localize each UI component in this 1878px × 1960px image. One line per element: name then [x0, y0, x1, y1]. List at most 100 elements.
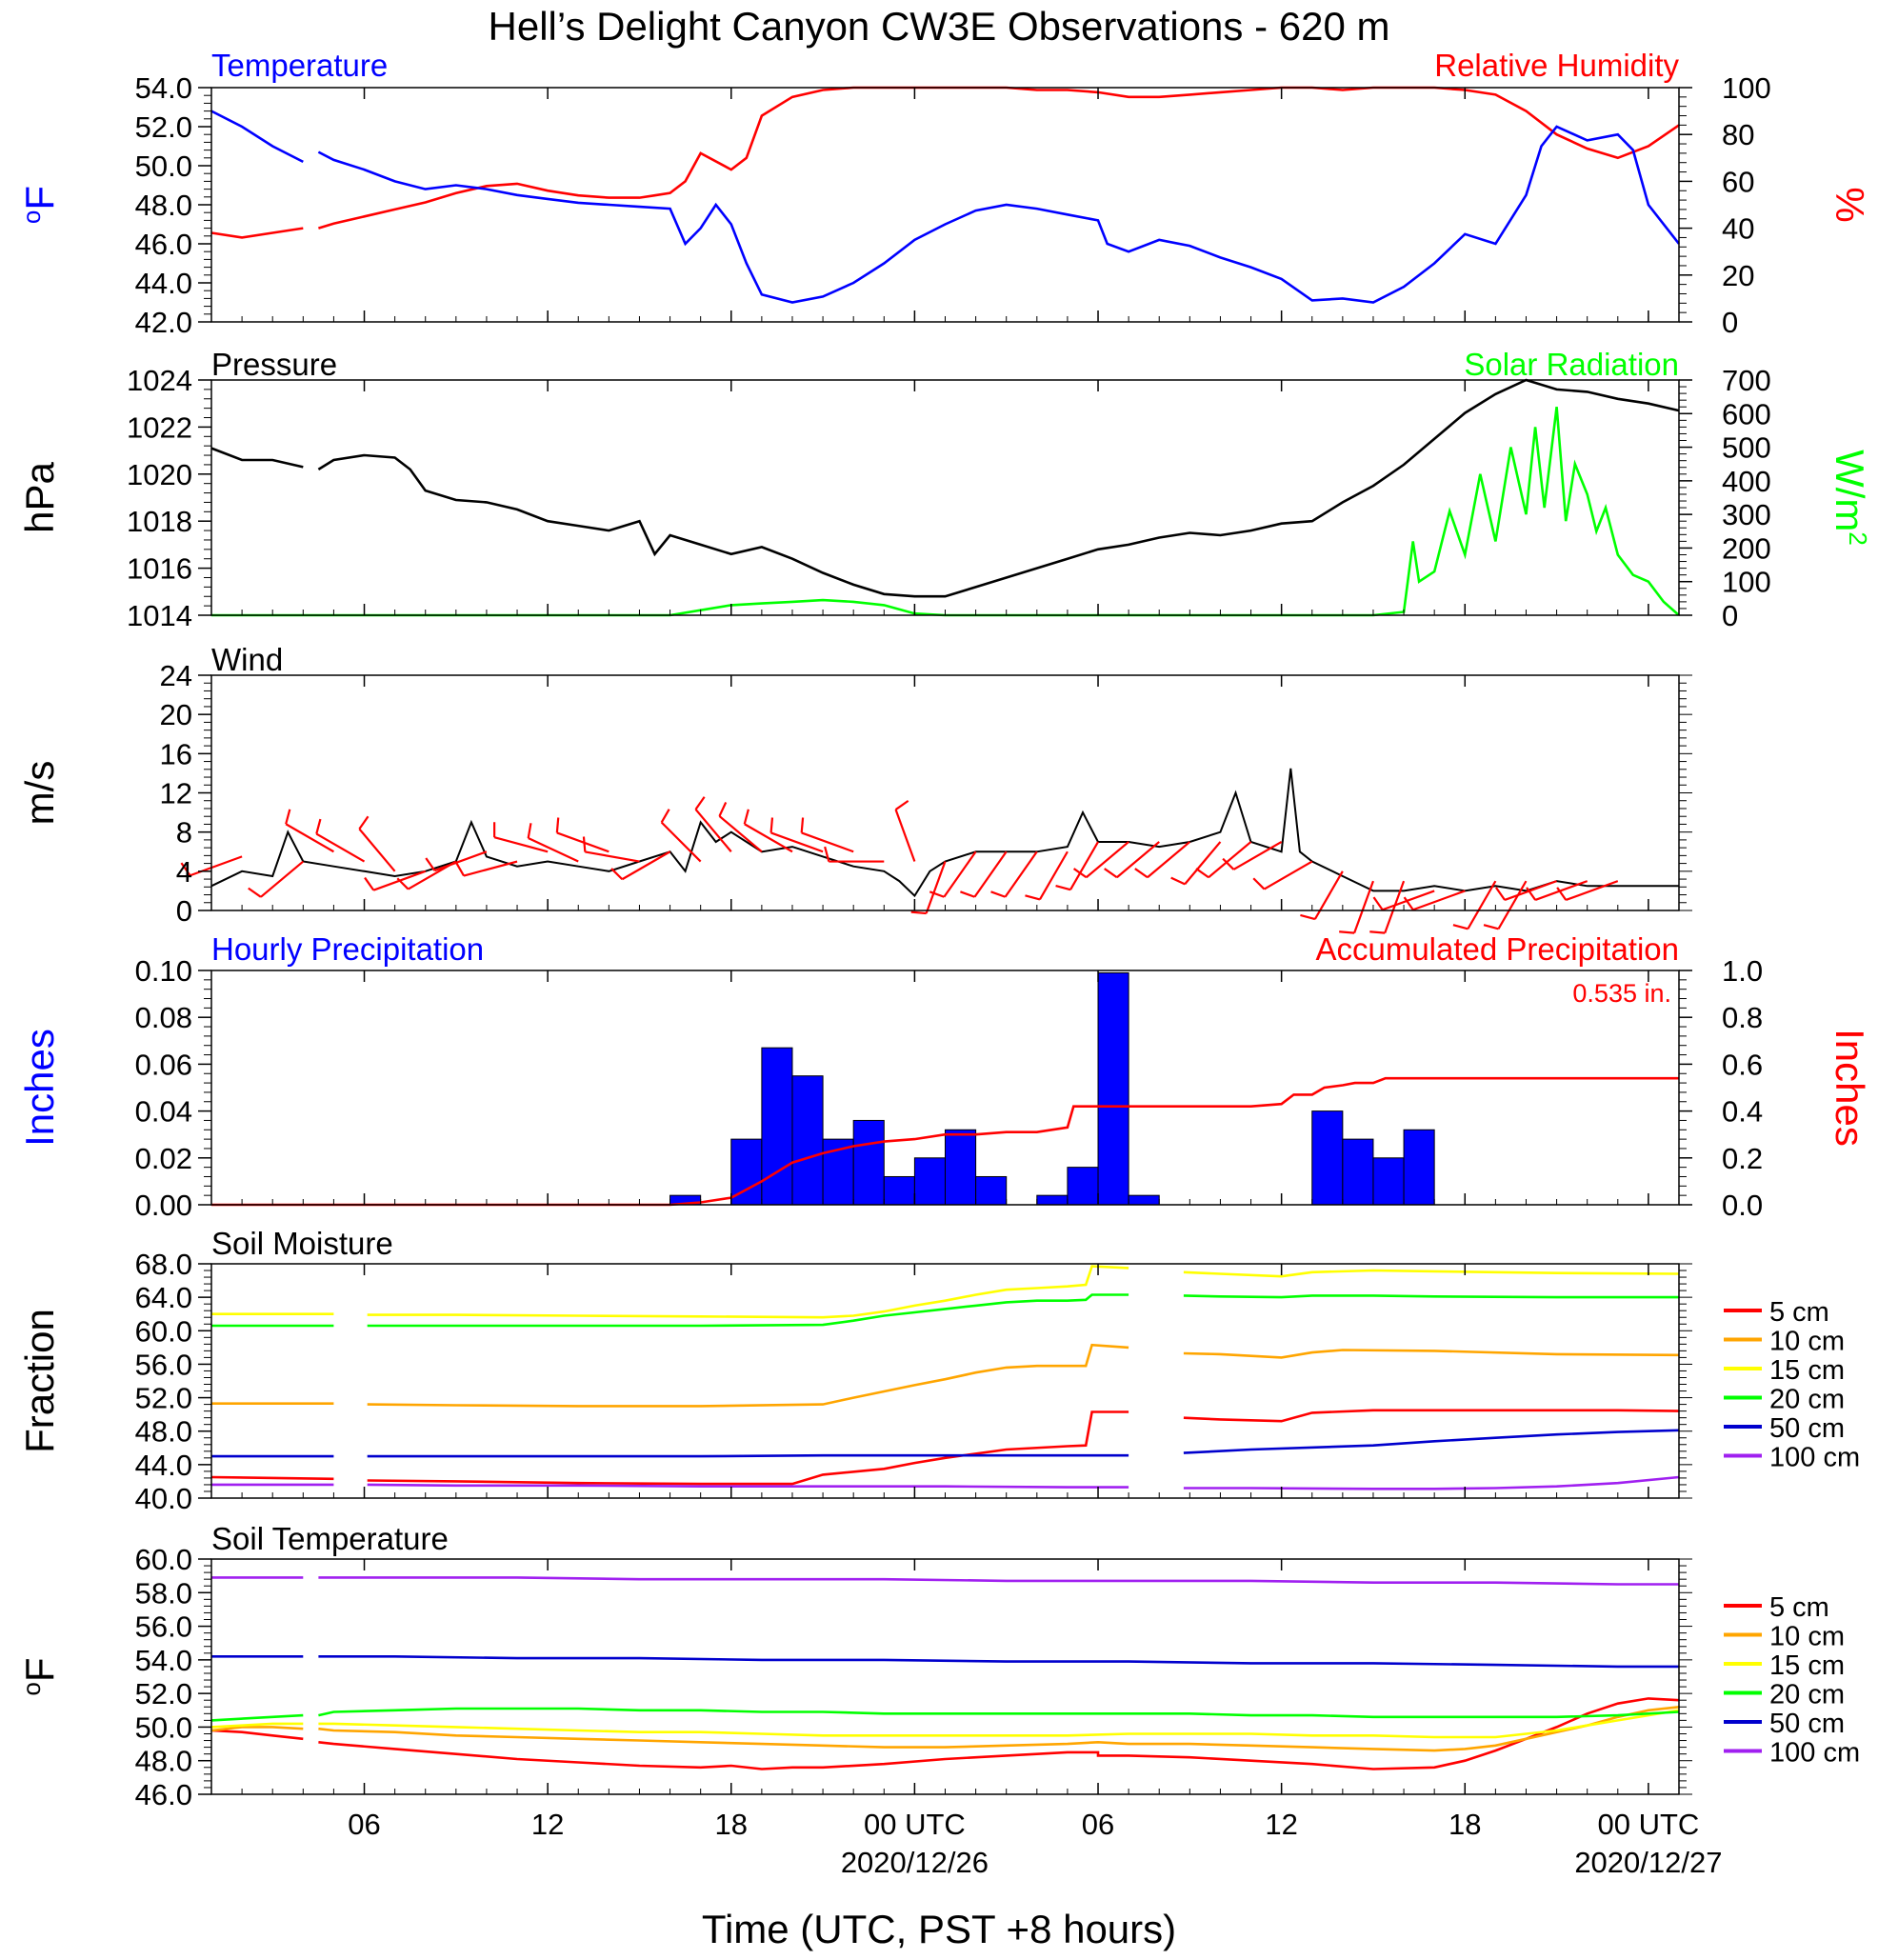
y-tick-label: 0: [176, 894, 192, 928]
precip-bar: [1097, 971, 1129, 1206]
wind-barb-feather: [1369, 930, 1386, 934]
y-tick-label-right: 300: [1722, 498, 1771, 531]
soil-line-2: [210, 1709, 1680, 1739]
wind-barb-feather: [800, 817, 805, 833]
wind-barb: [585, 850, 640, 863]
wind-barb: [260, 860, 305, 898]
wind-barb: [1147, 841, 1191, 879]
wind-barb-feather: [1252, 877, 1266, 890]
wind-barb-feather: [455, 862, 465, 877]
x-tick-label: 12: [531, 1808, 564, 1841]
wind-barb-feather: [1134, 868, 1149, 879]
wind-barb: [1184, 841, 1222, 886]
precip-bar: [852, 1119, 885, 1206]
wind-barb: [660, 821, 702, 863]
y-tick-label: 42.0: [135, 306, 192, 339]
y-tick-label-right: 40: [1722, 212, 1754, 246]
soil-line-3: [211, 1293, 1679, 1328]
chart-panels: 42.044.046.048.050.052.054.0020406080100…: [17, 48, 1872, 1811]
y-axis-label: Inches: [17, 1029, 62, 1147]
wind-barb-feather: [1300, 913, 1316, 921]
legend-label: 5 cm: [1769, 1592, 1829, 1623]
y-tick-label-right: 400: [1722, 465, 1771, 498]
time-axis: 06 12 18 00 UTC 2020/12/26 06 12 18 00 UTC 2020/1…: [348, 1808, 1722, 1879]
panel-title-left: Temperature: [211, 48, 388, 83]
y-tick-label: 0.04: [135, 1095, 192, 1129]
precip-bar: [1128, 1194, 1160, 1206]
x-date-label: 2020/12/27: [1574, 1846, 1722, 1879]
precip-bar: [1311, 1110, 1344, 1206]
wind-barb-feather: [285, 809, 291, 825]
precip-bar: [761, 1047, 793, 1206]
y-tick-label: 12: [160, 777, 192, 810]
precip-bar: [1342, 1138, 1374, 1206]
y-tick-label: 52.0: [135, 1677, 192, 1710]
legend-label: 5 cm: [1769, 1297, 1829, 1328]
panel-title-right: Accumulated Precipitation: [1315, 931, 1679, 967]
wind-barb: [493, 836, 549, 853]
y-tick-label: 0.02: [135, 1142, 192, 1175]
wind-barb: [1069, 841, 1099, 890]
wind-barb: [925, 861, 947, 914]
precip-bar: [1403, 1129, 1435, 1206]
wind-barb: [1467, 880, 1497, 930]
wind-barb-feather: [1195, 868, 1209, 879]
y-tick-label: 20: [160, 698, 192, 731]
y-tick-label: 54.0: [135, 1644, 192, 1677]
y-axis-label: oF: [17, 186, 62, 224]
wind-barb: [1565, 880, 1619, 901]
y-tick-label: 1014: [127, 599, 192, 632]
y-tick-label: 46.0: [135, 228, 192, 261]
wind-barb-feather: [1170, 876, 1186, 886]
temperature-line: [210, 110, 1681, 304]
panel-title-left: Wind: [211, 642, 283, 677]
wind-barb: [718, 815, 763, 853]
y-tick-label: 68.0: [135, 1248, 192, 1281]
x-tick-label: 18: [715, 1808, 748, 1841]
y-tick-label: 60.0: [135, 1314, 192, 1348]
panel-title-left: Hourly Precipitation: [211, 931, 484, 967]
y-axis-label-main: F: [17, 186, 62, 210]
y-axis-label: Fraction: [17, 1309, 62, 1453]
y-tick-label: 50.0: [135, 150, 192, 183]
wind-barb-feather: [364, 876, 375, 891]
wind-barb: [358, 828, 396, 872]
soil-line-3: [210, 1707, 1680, 1722]
precip-bar: [1036, 1194, 1069, 1206]
wind-barb-feather: [1495, 887, 1506, 901]
right-ticks: [1679, 674, 1692, 911]
wind-barb-feather: [1526, 887, 1537, 901]
wind-barb: [528, 837, 579, 863]
wind-barb-feather: [1372, 896, 1384, 910]
wind-barb-feather: [1072, 868, 1088, 879]
wind-barb: [1353, 880, 1374, 934]
y-tick-label: 46.0: [135, 1778, 192, 1811]
wind-barb-feather: [660, 809, 670, 824]
legend-label: 100 cm: [1769, 1738, 1860, 1769]
panel-title-left: Soil Temperature: [211, 1521, 449, 1556]
y-tick-label: 52.0: [135, 1382, 192, 1415]
wind-barb-feather: [1025, 894, 1041, 901]
wind-barb: [1085, 841, 1129, 879]
wind-barb-feather: [910, 910, 927, 915]
y-tick-label: 44.0: [135, 1449, 192, 1482]
y-tick-label: 16: [160, 737, 192, 770]
precip-bar: [975, 1175, 1008, 1206]
soil-line-4: [211, 1655, 1679, 1669]
wind-barb-feather: [960, 890, 975, 898]
wind-barb: [1384, 880, 1406, 934]
y-tick-label: 48.0: [135, 1745, 192, 1778]
soil-line-1: [210, 1706, 1680, 1752]
precip-bar: [883, 1175, 915, 1206]
legend-label: 10 cm: [1769, 1327, 1845, 1357]
y-tick-label: 4: [176, 855, 192, 889]
y-tick-label-right: 0: [1722, 599, 1738, 632]
x-tick-label: 00 UTC: [864, 1808, 966, 1841]
wind-barb: [894, 809, 916, 862]
x-tick-label: 06: [348, 1808, 380, 1841]
accumulated-precip-line: [211, 1076, 1679, 1207]
legend-label: 100 cm: [1769, 1443, 1860, 1473]
y-tick-label: 8: [176, 816, 192, 850]
y-tick-label-right: 0.2: [1722, 1142, 1763, 1175]
wind-barb-feather: [1339, 930, 1355, 934]
